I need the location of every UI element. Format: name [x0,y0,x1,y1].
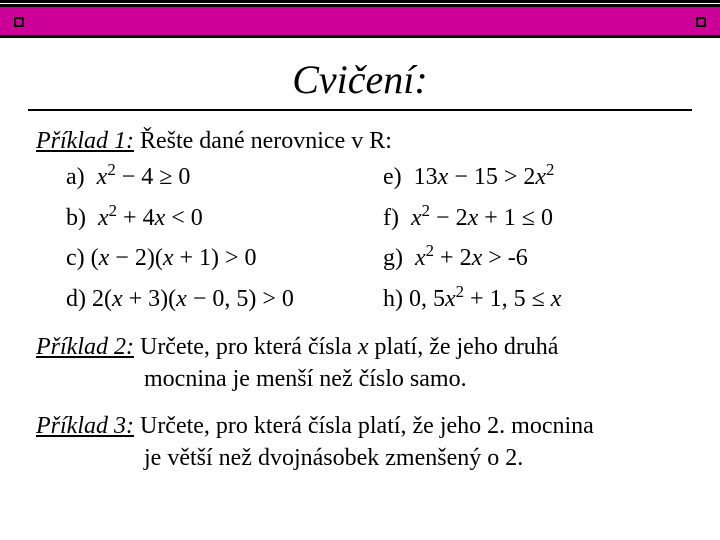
deco-square-right [696,17,706,27]
example-3-label: Příklad 3: [36,413,134,439]
example-1: Příklad 1: Řešte dané nerovnice v R: a) … [36,125,690,315]
item-b: b) x2 + 4x < 0 [66,202,373,234]
item-g: g) x2 + 2x > -6 [383,242,690,274]
example-3-line2: je větší než dvojnásobek zmenšený o 2. [36,442,690,474]
example-2-line1: Určete, pro která čísla x platí, že jeho… [134,334,558,360]
example-2-label: Příklad 2: [36,334,134,360]
example-1-items: a) x2 − 4 ≥ 0 e) 13x − 15 > 2x2 b) x2 + … [36,161,690,315]
item-f: f) x2 − 2x + 1 ≤ 0 [383,202,690,234]
item-h: h) 0, 5x2 + 1, 5 ≤ x [383,283,690,315]
deco-square-left [14,17,24,27]
item-d: d) 2(x + 3)(x − 0, 5) > 0 [66,283,373,315]
slide-title: Cvičení: [0,38,720,109]
content-area: Příklad 1: Řešte dané nerovnice v R: a) … [0,125,720,475]
title-underline [28,109,692,111]
example-3: Příklad 3: Určete, pro která čísla platí… [36,410,690,475]
example-2: Příklad 2: Určete, pro která čísla x pla… [36,331,690,396]
item-c: c) (x − 2)(x + 1) > 0 [66,242,373,274]
example-3-line1: Určete, pro která čísla platí, že jeho 2… [134,413,594,439]
accent-bar [0,4,720,38]
example-1-label: Příklad 1: [36,128,134,154]
item-a: a) x2 − 4 ≥ 0 [66,161,373,193]
example-2-line2: mocnina je menší než číslo samo. [36,363,690,395]
example-1-prompt: Řešte dané nerovnice v R: [134,128,392,154]
item-e: e) 13x − 15 > 2x2 [383,161,690,193]
